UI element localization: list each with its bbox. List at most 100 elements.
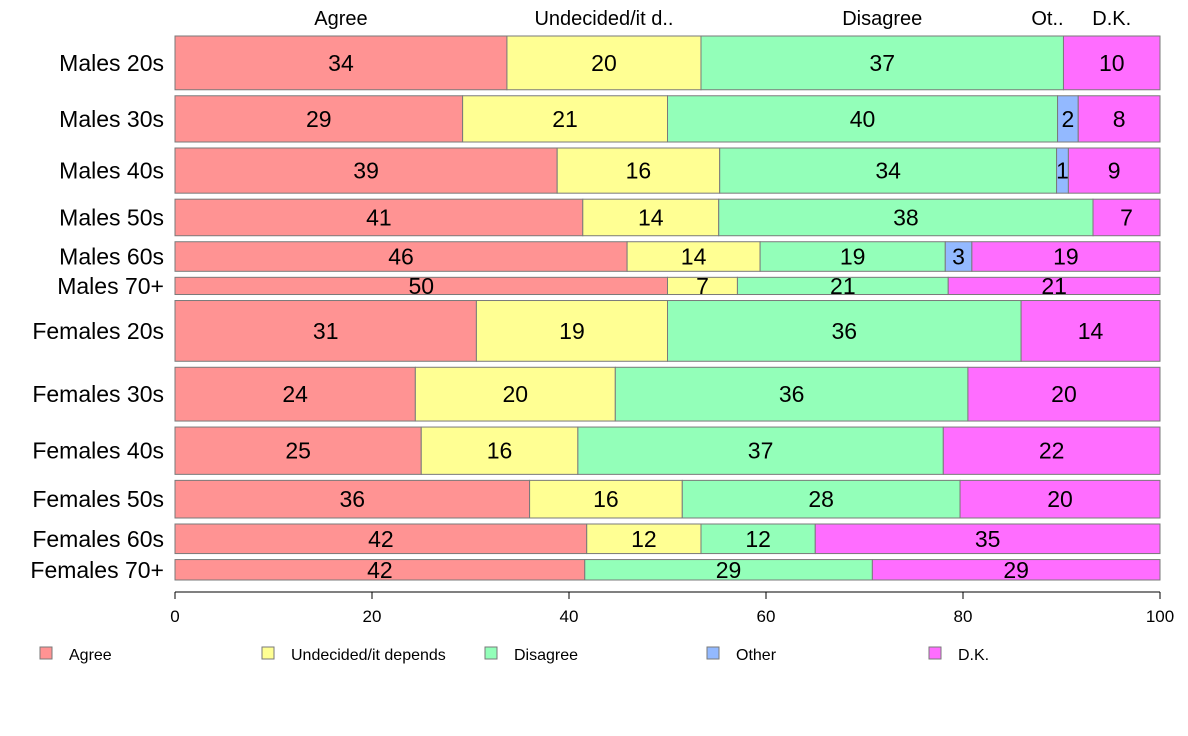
bar-undecided-it-depends-females-30s <box>414 366 616 422</box>
bar-disagree-males-40s <box>719 147 1058 194</box>
data-label-d-k-females-40s: 22 <box>1039 438 1065 464</box>
bar-d-k-males-20s <box>1062 35 1161 91</box>
x-tick-label-20: 20 <box>363 607 382 626</box>
bar-undecided-it-depends-females-50s <box>529 479 683 519</box>
data-label-undecided-it-depends-males-70: 7 <box>696 273 709 299</box>
data-label-agree-males-50s: 41 <box>366 204 392 230</box>
bar-agree-females-60s <box>174 523 588 555</box>
bar-disagree-females-40s <box>577 426 944 475</box>
data-label-d-k-males-70: 21 <box>1041 273 1067 299</box>
bar-disagree-females-50s <box>681 479 961 519</box>
row-label-females-50s: Females 50s <box>32 486 164 512</box>
legend-swatch-disagree <box>484 646 498 660</box>
data-label-undecided-it-depends-males-30s: 21 <box>552 106 578 132</box>
data-label-agree-females-50s: 36 <box>340 486 366 512</box>
data-label-d-k-females-70: 29 <box>1003 557 1029 583</box>
data-label-undecided-it-depends-females-40s: 16 <box>487 438 513 464</box>
column-headers: Agree Undecided/it d.. Disagree Ot.. D.K. <box>314 8 1131 30</box>
data-label-disagree-females-50s: 28 <box>808 486 834 512</box>
bar-disagree-males-60s <box>759 241 946 272</box>
bar-d-k-females-60s <box>814 523 1161 555</box>
bar-disagree-females-20s <box>667 300 1022 362</box>
x-axis: 0 20 40 60 80 100 <box>170 591 1174 626</box>
legend-label-agree: Agree <box>69 647 112 664</box>
data-label-disagree-males-30s: 40 <box>850 106 876 132</box>
bar-undecided-it-depends-females-60s <box>586 523 702 555</box>
bar-d-k-males-50s <box>1092 198 1161 237</box>
data-label-d-k-females-60s: 35 <box>975 526 1001 552</box>
data-label-agree-males-70: 50 <box>408 273 434 299</box>
column-header-disagree: Disagree <box>842 8 922 30</box>
data-label-other-males-40s: 1 <box>1056 158 1069 184</box>
data-label-agree-males-40s: 39 <box>353 158 379 184</box>
data-label-disagree-females-40s: 37 <box>748 438 774 464</box>
data-label-d-k-males-60s: 19 <box>1053 244 1079 270</box>
column-header-d-k: D.K. <box>1092 8 1131 30</box>
x-tick-label-100: 100 <box>1146 607 1174 626</box>
legend-label-other: Other <box>736 647 777 664</box>
bar-undecided-it-depends-females-20s <box>475 300 668 362</box>
data-label-other-males-60s: 3 <box>952 244 965 270</box>
row-label-males-50s: Males 50s <box>59 204 164 230</box>
column-header-undecided-it-depends: Undecided/it d.. <box>534 8 673 30</box>
data-label-undecided-it-depends-females-20s: 19 <box>559 318 585 344</box>
legend-swatch-undecided-it-depends <box>261 646 275 660</box>
bar-undecided-it-depends-males-50s <box>582 198 720 237</box>
bar-d-k-females-50s <box>959 479 1161 519</box>
x-tick-label-80: 80 <box>954 607 973 626</box>
legend-swatch-other <box>706 646 720 660</box>
legend-label-undecided-it-depends: Undecided/it depends <box>291 647 446 664</box>
bar-disagree-males-30s <box>667 95 1059 143</box>
data-label-disagree-females-30s: 36 <box>779 381 805 407</box>
bar-disagree-males-20s <box>700 35 1064 91</box>
bar-agree-females-40s <box>174 426 422 475</box>
column-header-agree: Agree <box>314 8 367 30</box>
bar-agree-females-20s <box>174 300 477 362</box>
bar-agree-males-20s <box>174 35 508 91</box>
data-label-d-k-males-30s: 8 <box>1113 106 1126 132</box>
row-label-females-30s: Females 30s <box>32 381 164 407</box>
row-label-males-40s: Males 40s <box>59 158 164 184</box>
column-header-other: Ot.. <box>1031 8 1063 30</box>
row-label-females-40s: Females 40s <box>32 438 164 464</box>
bar-d-k-females-20s <box>1020 300 1161 362</box>
x-tick-label-0: 0 <box>170 607 179 626</box>
bar-undecided-it-depends-males-60s <box>626 241 761 272</box>
bar-agree-males-30s <box>174 95 464 143</box>
data-label-agree-females-40s: 25 <box>285 438 311 464</box>
data-label-undecided-it-depends-males-20s: 20 <box>591 50 617 76</box>
row-label-males-70: Males 70+ <box>57 273 164 299</box>
data-label-d-k-females-30s: 20 <box>1051 381 1077 407</box>
row-label-females-60s: Females 60s <box>32 526 164 552</box>
bar-d-k-males-30s <box>1077 95 1161 143</box>
data-label-d-k-males-40s: 9 <box>1108 158 1121 184</box>
data-label-disagree-females-70: 29 <box>716 557 742 583</box>
bar-undecided-it-depends-males-30s <box>462 95 668 143</box>
data-label-disagree-males-70: 21 <box>830 273 856 299</box>
data-label-disagree-males-60s: 19 <box>840 244 866 270</box>
bar-agree-females-30s <box>174 366 416 422</box>
data-label-d-k-males-20s: 10 <box>1099 50 1125 76</box>
legend-swatch-agree <box>39 646 53 660</box>
data-label-agree-females-20s: 31 <box>313 318 339 344</box>
bar-d-k-males-70 <box>947 276 1161 296</box>
row-label-females-20s: Females 20s <box>32 318 164 344</box>
row-labels: Males 20s Males 30s Males 40s Males 50s Male… <box>30 50 164 583</box>
bar-disagree-females-30s <box>614 366 969 422</box>
bar-d-k-males-60s <box>971 241 1161 272</box>
x-tick-label-40: 40 <box>560 607 579 626</box>
bar-agree-males-60s <box>174 241 628 272</box>
bar-d-k-females-70 <box>871 559 1161 581</box>
bar-agree-males-40s <box>174 147 558 194</box>
data-label-disagree-males-40s: 34 <box>875 158 901 184</box>
row-label-males-60s: Males 60s <box>59 244 164 270</box>
data-label-other-males-30s: 2 <box>1062 106 1075 132</box>
data-label-agree-males-60s: 46 <box>388 244 414 270</box>
legend: Agree Undecided/it depends Disagree Other D.… <box>39 646 989 664</box>
bar-undecided-it-depends-males-20s <box>506 35 702 91</box>
data-label-d-k-males-50s: 7 <box>1120 204 1133 230</box>
data-label-disagree-males-20s: 37 <box>869 50 895 76</box>
legend-label-d-k: D.K. <box>958 647 989 664</box>
